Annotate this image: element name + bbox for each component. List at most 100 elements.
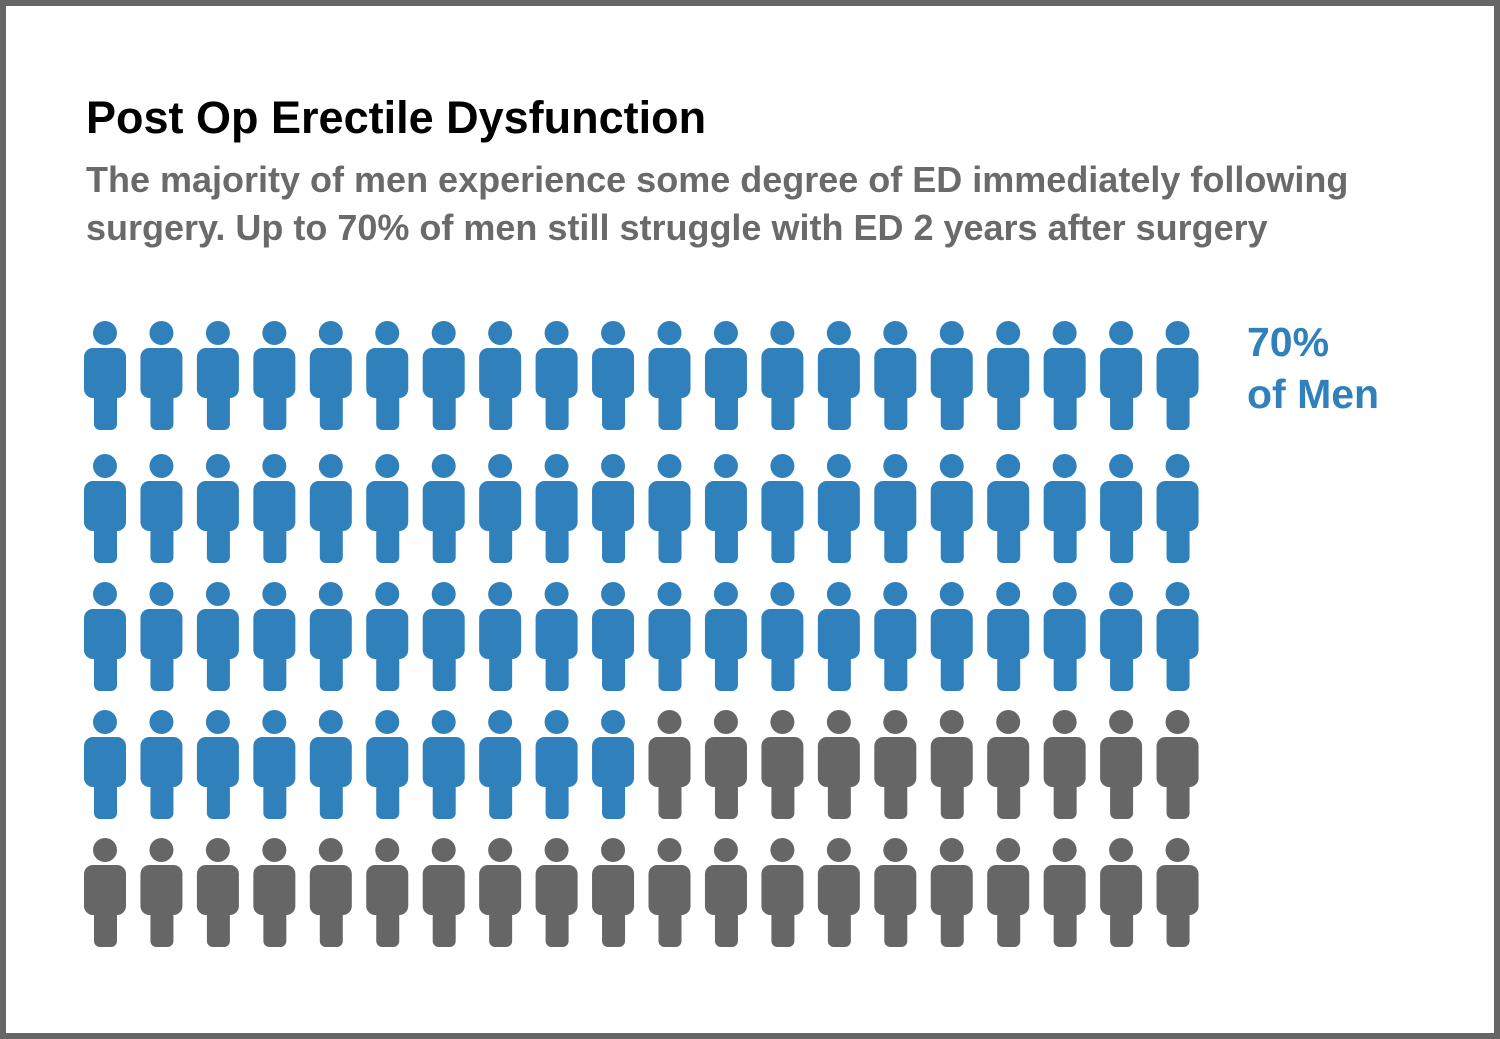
person-icon-highlighted [874,454,917,563]
person-icon-highlighted [366,582,409,691]
person-icon-highlighted [84,321,126,430]
person-icon-highlighted [309,582,352,691]
person-icon-highlighted [648,321,691,430]
person-icon-highlighted [592,710,635,819]
person-icon-highlighted [309,321,352,430]
person-icon-highlighted [704,582,747,691]
person-icon-highlighted [592,582,635,691]
person-icon-highlighted [84,454,126,563]
person-icon-highlighted [196,454,239,563]
person-icon [930,838,973,947]
person-icon [1043,838,1086,947]
person-icon-highlighted [253,582,296,691]
person-icon-highlighted [535,454,578,563]
person-icon-highlighted [309,710,352,819]
person-icon-highlighted [1100,454,1143,563]
person-icon [1100,710,1143,819]
person-icon-highlighted [140,710,183,819]
person-icon [422,838,465,947]
person-icon-highlighted [648,454,691,563]
person-icon-highlighted [761,321,804,430]
person-icon-highlighted [479,710,522,819]
person-icon-highlighted [1043,454,1086,563]
person-icon-highlighted [309,454,352,563]
person-icon-highlighted [422,582,465,691]
person-icon-highlighted [422,710,465,819]
person-icon-highlighted [196,710,239,819]
person-icon [761,710,804,819]
person-icon [1156,838,1199,947]
person-icon-highlighted [479,582,522,691]
person-icon-highlighted [874,321,917,430]
person-icon [874,710,917,819]
person-icon [704,838,747,947]
person-icon-highlighted [140,454,183,563]
person-icon-highlighted [704,454,747,563]
person-icon-highlighted [366,710,409,819]
person-icon [479,838,522,947]
person-icon-highlighted [84,582,126,691]
person-icon-highlighted [987,321,1030,430]
person-icon [817,710,860,819]
person-icon-highlighted [648,582,691,691]
person-icon [535,838,578,947]
person-icon-highlighted [196,321,239,430]
person-icon-highlighted [817,454,860,563]
callout: 70% of Men [1247,316,1379,420]
person-icon-highlighted [84,710,126,819]
person-icon [592,838,635,947]
person-icon [253,838,296,947]
person-icon [196,838,239,947]
person-icon-highlighted [479,454,522,563]
person-icon-highlighted [422,321,465,430]
person-icon-highlighted [253,710,296,819]
person-icon-highlighted [874,582,917,691]
person-icon [987,710,1030,819]
person-icon-highlighted [422,454,465,563]
person-icon-highlighted [253,321,296,430]
person-icon-highlighted [535,321,578,430]
person-icon-highlighted [987,582,1030,691]
person-icon-highlighted [987,454,1030,563]
chart-title: Post Op Erectile Dysfunction [86,92,707,143]
person-icon [874,838,917,947]
person-icon [140,838,183,947]
person-icon-highlighted [196,582,239,691]
person-icon-highlighted [704,321,747,430]
person-icon [366,838,409,947]
person-icon-highlighted [366,321,409,430]
person-icon [648,838,691,947]
person-icon-highlighted [817,582,860,691]
person-icon-highlighted [1156,454,1199,563]
person-icon-highlighted [592,321,635,430]
person-icon-highlighted [930,454,973,563]
person-icon [987,838,1030,947]
person-icon-highlighted [535,582,578,691]
person-icon [309,838,352,947]
person-icon [1100,838,1143,947]
person-icon-highlighted [1043,582,1086,691]
person-icon-highlighted [817,321,860,430]
person-icon-highlighted [930,582,973,691]
person-icon-highlighted [366,454,409,563]
callout-label: of Men [1247,371,1380,417]
person-icon [648,710,691,819]
person-icon-highlighted [1156,321,1199,430]
person-icon [704,710,747,819]
person-icon [761,838,804,947]
person-icon-highlighted [140,582,183,691]
person-icon-highlighted [253,454,296,563]
chart-subtitle: The majority of men experience some degr… [86,159,1349,248]
person-icon-highlighted [592,454,635,563]
person-icon-highlighted [761,454,804,563]
person-icon [817,838,860,947]
person-icon-highlighted [535,710,578,819]
person-icon [1156,710,1199,819]
person-icon [84,838,126,947]
person-icon-highlighted [140,321,183,430]
person-icon-highlighted [1100,321,1143,430]
person-icon-highlighted [930,321,973,430]
person-icon-highlighted [479,321,522,430]
